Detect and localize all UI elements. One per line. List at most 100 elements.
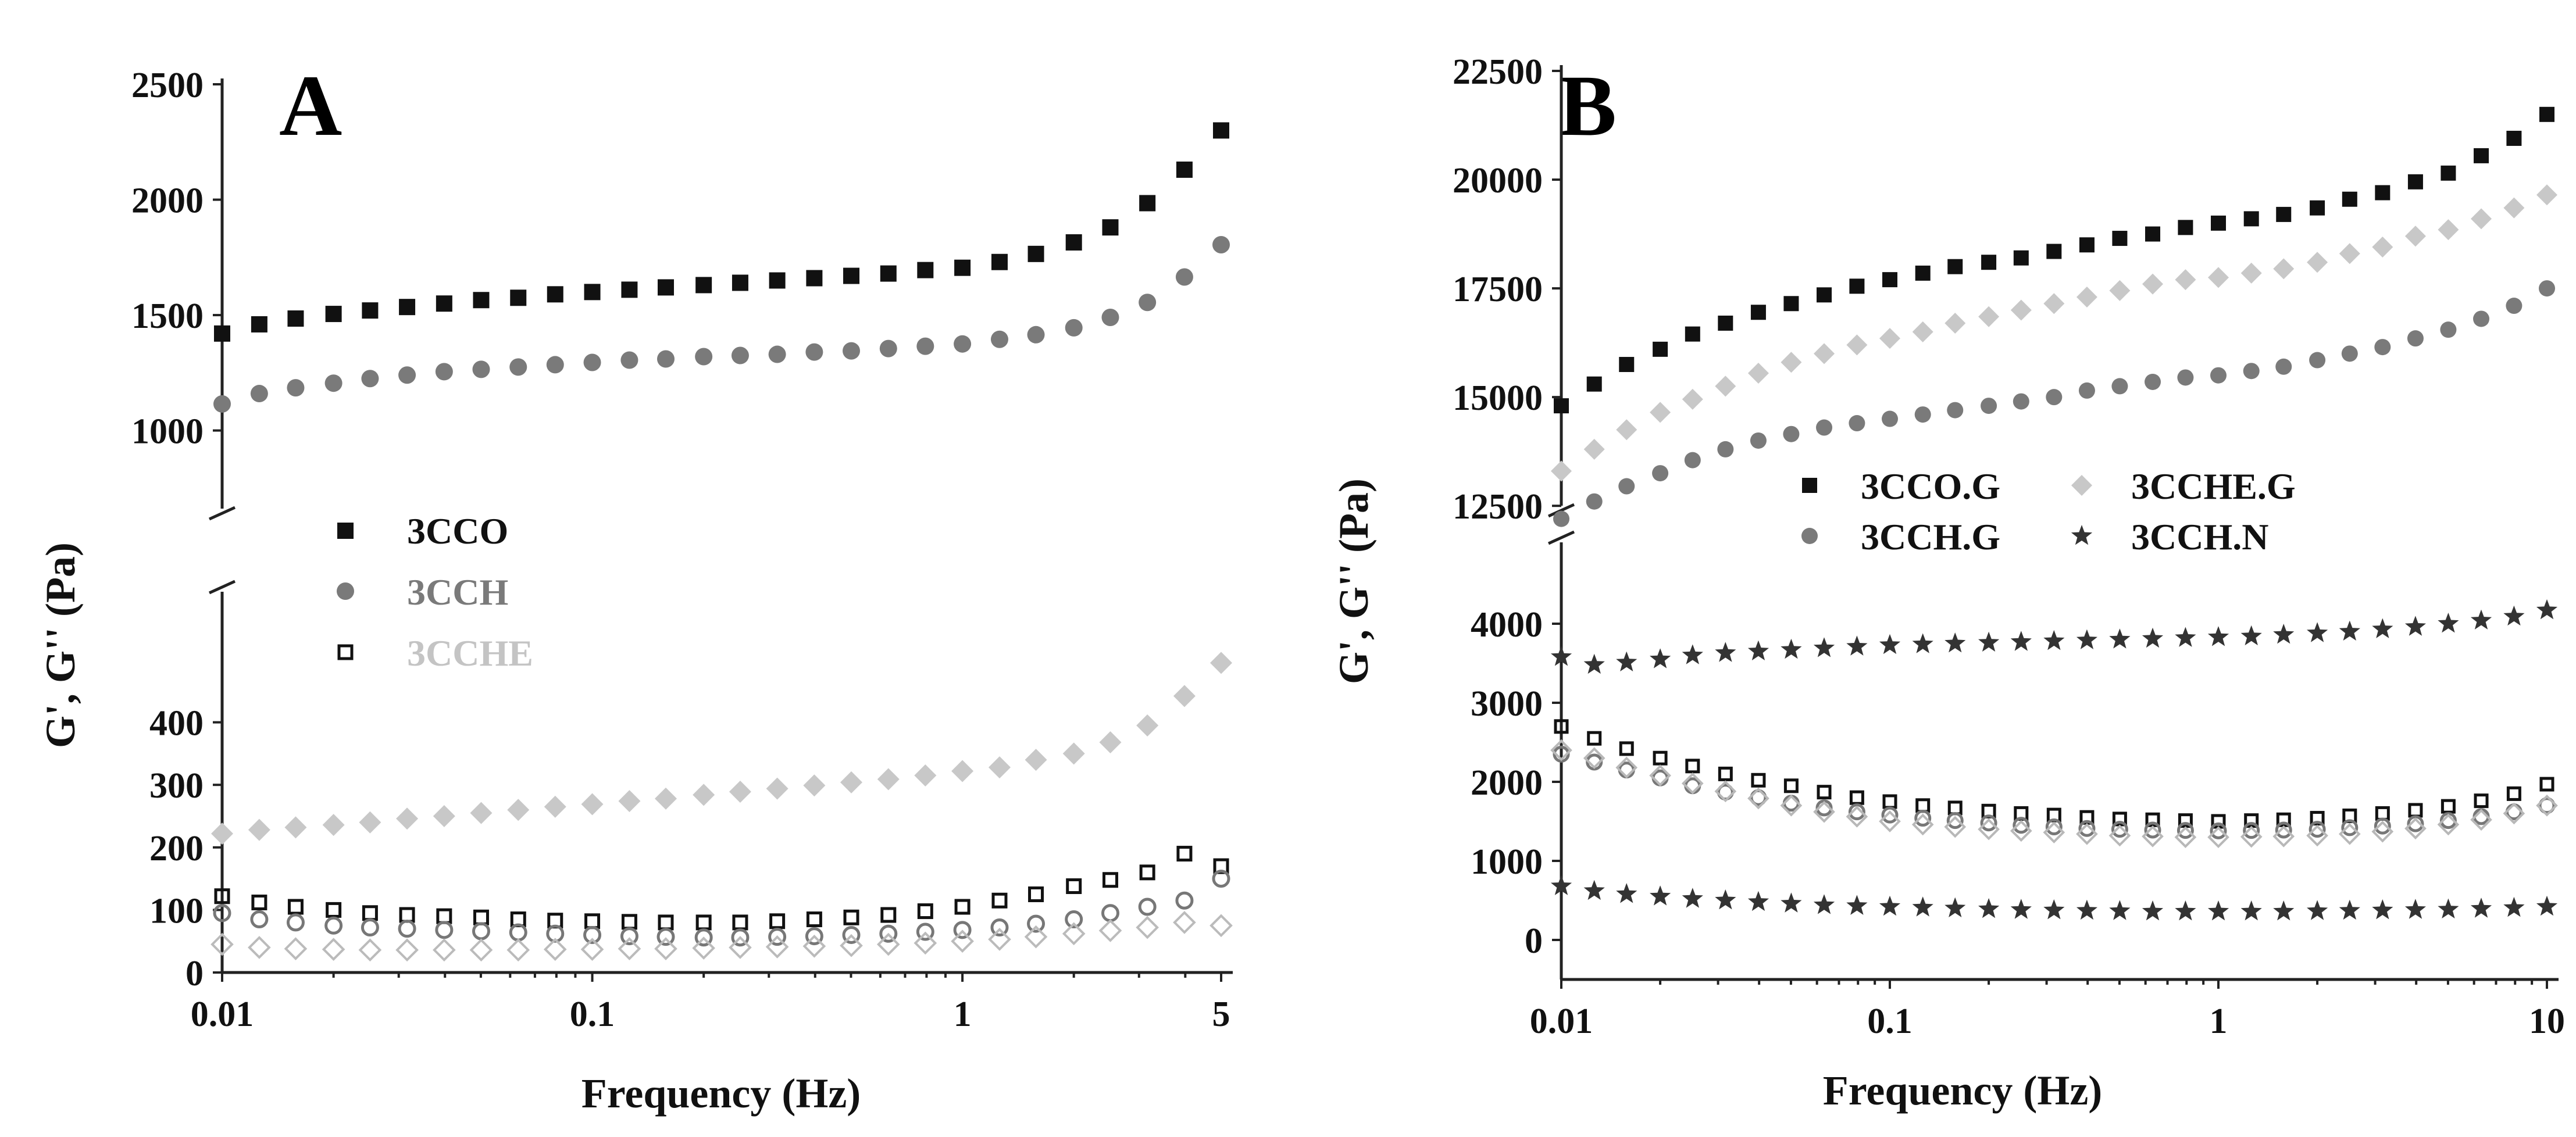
data-point (2539, 777, 2554, 792)
legend-marker-3cch-g (1801, 528, 1818, 544)
data-point (1551, 460, 1572, 482)
data-point (1817, 287, 1832, 303)
data-point (2275, 358, 2292, 375)
data-point (1681, 772, 1704, 795)
data-point (2045, 818, 2063, 836)
data-point (1978, 306, 2000, 327)
data-point (954, 335, 972, 353)
data-point (802, 934, 826, 958)
data-point (2341, 345, 2358, 362)
series-3cch-n-g (1550, 875, 2558, 921)
data-point (1912, 896, 1933, 917)
data-point (1682, 644, 1703, 664)
data-point (1550, 646, 1572, 666)
data-point (1750, 305, 1766, 320)
data-point (2111, 378, 2128, 395)
data-point (803, 774, 826, 797)
data-point (286, 913, 305, 932)
data-point (359, 811, 381, 834)
data-point (729, 936, 752, 959)
data-point (1176, 846, 1193, 862)
data-point (2372, 237, 2393, 258)
y-tick-label-2500: 2500 (131, 66, 204, 105)
data-point (2307, 252, 2328, 273)
data-point (324, 916, 343, 935)
data-point (768, 345, 786, 363)
series-3cco-g-g (1554, 106, 2554, 414)
data-point (1915, 265, 1931, 281)
data-point (436, 295, 452, 312)
data-point (1101, 309, 1119, 327)
axis-break-mark (1547, 530, 1575, 545)
data-point (361, 370, 379, 388)
data-point (1099, 731, 1122, 754)
data-point (2076, 899, 2097, 920)
data-point (1650, 402, 1671, 423)
data-point (2078, 820, 2096, 837)
data-point (2177, 822, 2194, 839)
data-point (284, 816, 307, 839)
data-point (284, 937, 308, 960)
data-point (213, 395, 231, 413)
data-point (1027, 326, 1045, 344)
y-tick-label-1500: 1500 (131, 296, 204, 336)
data-point (2372, 899, 2393, 920)
data-point (1682, 888, 1703, 908)
data-point (2341, 819, 2359, 836)
legend-label-3cch: 3CCH (407, 571, 508, 613)
data-point (620, 351, 638, 369)
data-point (325, 306, 342, 323)
data-point (358, 938, 382, 962)
data-point (1816, 419, 1833, 436)
data-point (395, 938, 419, 962)
data-point (840, 771, 863, 793)
data-point (1945, 312, 1966, 334)
data-point (433, 938, 456, 962)
data-point (2273, 258, 2295, 280)
data-point (1718, 315, 1733, 331)
data-point (954, 899, 971, 915)
data-point (398, 920, 416, 938)
data-point (654, 937, 677, 960)
data-point (1653, 750, 1668, 766)
data-point (2079, 237, 2095, 253)
data-point (1781, 892, 1802, 913)
data-point (1783, 778, 1799, 793)
data-point (2207, 826, 2229, 849)
data-point (1175, 891, 1194, 910)
panel-b-letter: B (1558, 58, 1617, 154)
data-point (1881, 806, 1899, 824)
data-point (1848, 803, 1865, 821)
data-point (2407, 815, 2424, 832)
data-point (2142, 627, 2164, 648)
data-point (1554, 719, 1569, 734)
data-point (876, 932, 900, 956)
x-tick-label-5: 5 (1212, 995, 1230, 1034)
y-tick-label-17500: 17500 (1453, 270, 1543, 309)
data-point (2177, 369, 2194, 386)
data-point (1175, 268, 1193, 286)
data-point (1587, 731, 1602, 746)
data-point (2145, 373, 2161, 390)
data-point (324, 374, 342, 392)
data-point (2175, 627, 2196, 647)
data-point (1583, 747, 1605, 770)
data-point (1846, 635, 1868, 656)
data-point (2109, 280, 2131, 301)
x-tick-label-0-01: 0.01 (1530, 1002, 1593, 1041)
y-tick-label-0: 0 (185, 954, 204, 993)
data-point (2339, 899, 2360, 920)
data-point (2112, 231, 2128, 246)
data-point (1747, 787, 1769, 810)
panel-a-letter: A (279, 58, 342, 154)
data-point (2207, 900, 2229, 921)
data-point (1715, 642, 1736, 662)
data-point (473, 292, 490, 309)
data-point (1879, 328, 1900, 349)
data-point (2013, 817, 2030, 834)
data-point (1616, 883, 1637, 903)
panel-b-data-points (1550, 106, 2558, 921)
data-point (2043, 293, 2065, 314)
data-point (1849, 415, 1865, 432)
data-point (1911, 813, 1934, 836)
